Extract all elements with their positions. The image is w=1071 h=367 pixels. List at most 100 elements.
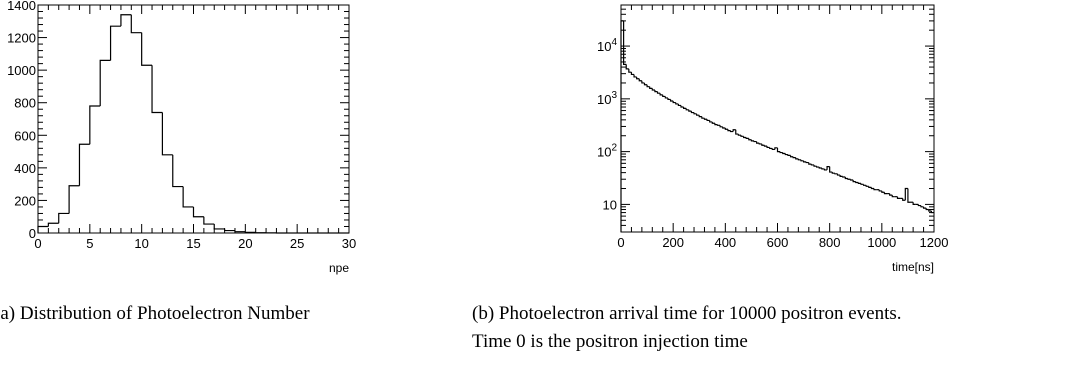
histogram-bin [870,187,875,190]
histogram-bin [761,143,765,146]
histogram-bin [873,188,877,191]
histogram-bin [213,224,225,230]
histogram-bin [860,183,864,185]
histogram-bin [904,187,908,201]
x-tick-label: 800 [819,235,841,250]
histogram-bin [641,80,645,84]
y-tick-label: 102 [597,143,617,160]
caption-arrival-time-line1: (b) Photoelectron arrival time for 10000… [472,303,902,324]
histogram-bin [849,179,854,181]
histogram-bin [693,112,697,115]
plot-frame [37,4,350,234]
histogram-bin [930,210,934,214]
histogram-bin [224,228,235,232]
histogram-bin [907,188,911,203]
histogram-bin [623,20,627,65]
y-tick-label: 1000 [7,63,36,78]
histogram-bin [192,206,204,218]
histogram-bin [47,222,59,227]
histogram-bin [680,105,684,108]
x-axis-label: time[ns] [892,260,934,274]
histogram-bin [649,86,653,89]
histogram-bin [865,185,869,187]
x-tick-label: 20 [238,236,252,251]
histogram-bin [834,173,838,175]
histogram-bin [659,93,663,96]
histogram-bin [182,186,194,208]
histogram-bin [729,130,734,133]
histogram-bin [683,107,687,109]
histogram-bin [740,135,744,137]
histogram-bin [643,82,648,86]
histogram-bin [826,166,830,170]
histogram-bin [68,185,80,214]
caption-arrival-time-line2: Time 0 is the positron injection time [472,331,748,352]
histogram-bin [130,14,142,34]
histogram-bin [813,164,817,167]
histogram-bin [690,111,695,114]
histogram-bin [646,84,650,88]
histogram-bin [709,120,713,123]
histogram-bin [810,164,815,166]
histogram-bin [742,136,747,139]
histogram-bin [630,72,635,76]
y-tick-label: 600 [14,128,36,143]
histogram-bin [792,156,796,159]
histogram-bin [151,65,163,114]
y-tick-label: 200 [14,193,36,208]
histogram-bin [868,186,872,188]
histogram-bin [852,179,856,183]
histogram-bin [664,96,668,99]
histogram-bin [706,119,710,122]
histogram-bin [844,177,848,180]
histogram-bin [896,196,901,199]
histogram-bin [878,189,882,192]
histogram-bin [925,208,929,211]
histogram-bin [818,167,822,169]
histogram-bin [928,209,932,212]
histogram-bin [847,178,851,180]
histogram-bin [753,140,757,143]
histogram-bin [816,166,820,168]
histogram-bin [802,160,807,163]
histogram-bin [774,147,778,150]
y-tick-label: 103 [597,90,617,107]
histogram-bin [161,112,173,156]
histogram-bin [784,153,788,156]
histogram-bin [628,68,632,73]
histogram-bin [724,128,728,130]
histogram-bin [831,172,835,174]
histogram-bin [821,167,825,170]
histogram-bin [711,121,715,124]
histogram-bin [722,126,726,129]
histogram-bin [789,155,794,158]
histogram-bin [920,205,924,208]
histogram-bin [823,168,828,171]
histogram-arrival-time: 0 200 400 600 800 1000 1200 10 102 103 104 time[ns] [597,4,948,274]
histogram-bin [748,138,752,141]
histogram-bin [836,173,841,176]
histogram-bin [881,190,885,193]
histogram-bin [889,193,893,196]
histogram-bin [857,182,861,185]
histogram-bin [771,148,775,151]
histogram-bin [763,145,768,147]
histogram-bin [244,231,256,233]
histogram-bin [141,32,153,66]
histogram-bin [776,147,781,153]
histogram-bin [842,176,846,178]
histogram-bin [756,141,760,144]
histogram-bin [203,216,215,225]
y-tick-label: 104 [597,37,617,54]
histogram-bin [172,154,184,188]
y-tick-label: 1400 [7,0,36,13]
x-tick-label: 30 [342,236,356,251]
histogram-bin [766,146,770,149]
x-tick-label: 15 [186,236,200,251]
histogram-bin [669,99,674,102]
histogram-bin [805,161,809,164]
histogram-bin [732,129,736,132]
histogram-bin [625,64,629,70]
y-tick-label: 800 [14,96,36,111]
